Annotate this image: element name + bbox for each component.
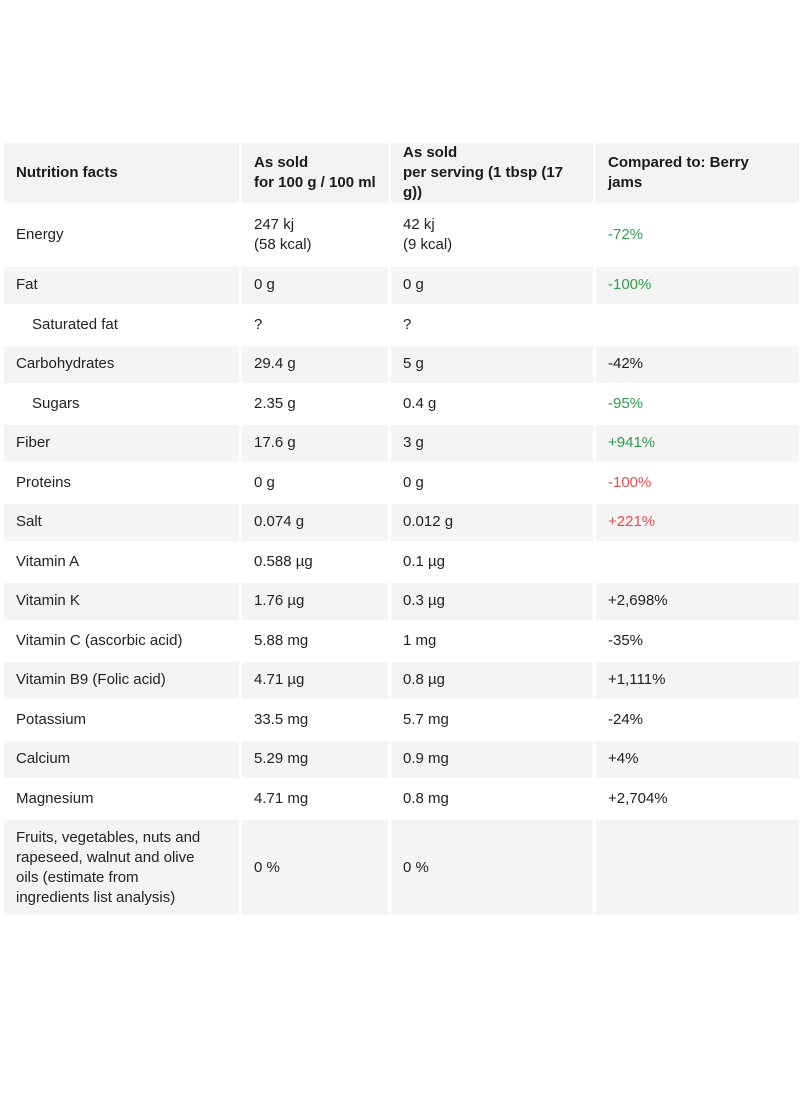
nutrient-name: Vitamin C (ascorbic acid) [16, 631, 183, 649]
header-compared-to: Compared to: Berry jams [596, 143, 799, 203]
value-per-100g: 29.4 g [242, 346, 388, 383]
table-row: Fruits, vegetables, nuts and rapeseed, w… [4, 820, 799, 915]
table-row: Proteins 0 g 0 g -100% [4, 465, 799, 502]
table-row: Potassium 33.5 mg 5.7 mg -24% [4, 702, 799, 739]
value-per-serving: 0 % [391, 820, 593, 915]
nutrient-name: Calcium [4, 741, 239, 778]
compare-value [596, 544, 799, 581]
nutrient-name: Vitamin B9 (Folic acid) [4, 662, 239, 699]
value-per-serving: 5.7 mg [403, 710, 449, 728]
nutrient-name: Proteins [16, 473, 72, 491]
table-row: Vitamin B9 (Folic acid) 4.71 µg 0.8 µg +… [4, 662, 799, 699]
compare-value: +4% [596, 741, 799, 778]
value-per-serving: 0.3 µg [391, 583, 593, 620]
value-per-100g: ? [254, 315, 263, 333]
nutrient-name: Magnesium [16, 789, 94, 807]
table-row: Vitamin C (ascorbic acid) 5.88 mg 1 mg -… [4, 623, 799, 660]
compare-value: +941% [596, 425, 799, 462]
value-per-serving: 1 mg [403, 631, 437, 649]
value-per-serving: 0.9 mg [391, 741, 593, 778]
compare-value: -42% [596, 346, 799, 383]
value-per-100g: 4.71 µg [242, 662, 388, 699]
value-per-serving: 0.1 µg [403, 552, 446, 570]
value-per-serving: 0.8 µg [391, 662, 593, 699]
value-per-100g: 2.35 g [254, 394, 296, 412]
value-per-100g: 0 g [242, 267, 388, 304]
value-per-100g: 0.074 g [242, 504, 388, 541]
compare-value [596, 820, 799, 915]
nutrient-name: Saturated fat [32, 315, 118, 333]
value-per-serving: 42 kj (9 kcal) [403, 216, 453, 253]
compare-value: +2,698% [596, 583, 799, 620]
compare-value: -35% [608, 631, 644, 649]
value-per-100g: 5.29 mg [242, 741, 388, 778]
nutrient-name: Sugars [32, 394, 80, 412]
table-row: Salt 0.074 g 0.012 g +221% [4, 504, 799, 541]
nutrient-name: Fiber [4, 425, 239, 462]
value-per-100g: 33.5 mg [254, 710, 309, 728]
nutrient-name: Vitamin K [4, 583, 239, 620]
value-per-100g: 0 % [242, 820, 388, 915]
table-row: Sugars 2.35 g 0.4 g -95% [4, 386, 799, 423]
table-header-row: Nutrition facts As sold for 100 g / 100 … [4, 143, 799, 203]
compare-value: +221% [596, 504, 799, 541]
compare-value: -95% [608, 394, 644, 412]
nutrient-name: Carbohydrates [4, 346, 239, 383]
value-per-serving: 0 g [391, 267, 593, 304]
compare-value: -100% [608, 473, 652, 491]
compare-value [596, 307, 799, 344]
table-row: Energy 247 kj (58 kcal) 42 kj (9 kcal) -… [4, 206, 799, 264]
compare-value: +1,111% [596, 662, 799, 699]
nutrition-facts-table: Nutrition facts As sold for 100 g / 100 … [1, 140, 800, 918]
value-per-serving: 0 g [403, 473, 424, 491]
nutrient-name: Fruits, vegetables, nuts and rapeseed, w… [4, 820, 239, 915]
value-per-100g: 17.6 g [242, 425, 388, 462]
nutrient-name: Energy [16, 226, 64, 243]
nutrition-table-container: Nutrition facts As sold for 100 g / 100 … [4, 143, 799, 915]
value-per-100g: 247 kj (58 kcal) [254, 216, 312, 253]
compare-value: +2,704% [608, 789, 668, 807]
header-per-serving: As sold per serving (1 tbsp (17 g)) [391, 143, 593, 203]
value-per-100g: 0 g [254, 473, 275, 491]
value-per-100g: 1.76 µg [242, 583, 388, 620]
header-per-100g: As sold for 100 g / 100 ml [242, 143, 388, 203]
compare-value: -72% [608, 226, 644, 243]
table-row: Saturated fat ? ? [4, 307, 799, 344]
table-row: Magnesium 4.71 mg 0.8 mg +2,704% [4, 781, 799, 818]
value-per-serving: 0.4 g [403, 394, 437, 412]
value-per-serving: 0.012 g [391, 504, 593, 541]
value-per-serving: 5 g [391, 346, 593, 383]
nutrient-name: Vitamin A [16, 552, 80, 570]
value-per-serving: ? [403, 315, 412, 333]
nutrient-name: Fat [4, 267, 239, 304]
nutrient-name: Potassium [16, 710, 87, 728]
compare-value: -100% [596, 267, 799, 304]
compare-value: -24% [608, 710, 644, 728]
table-row: Fat 0 g 0 g -100% [4, 267, 799, 304]
value-per-100g: 0.588 µg [254, 552, 313, 570]
table-row: Vitamin K 1.76 µg 0.3 µg +2,698% [4, 583, 799, 620]
value-per-serving: 3 g [391, 425, 593, 462]
nutrient-name: Salt [4, 504, 239, 541]
table-row: Carbohydrates 29.4 g 5 g -42% [4, 346, 799, 383]
value-per-100g: 4.71 mg [254, 789, 309, 807]
header-nutrition-facts: Nutrition facts [4, 143, 239, 203]
table-row: Vitamin A 0.588 µg 0.1 µg [4, 544, 799, 581]
table-row: Fiber 17.6 g 3 g +941% [4, 425, 799, 462]
value-per-100g: 5.88 mg [254, 631, 309, 649]
value-per-serving: 0.8 mg [403, 789, 449, 807]
table-row: Calcium 5.29 mg 0.9 mg +4% [4, 741, 799, 778]
